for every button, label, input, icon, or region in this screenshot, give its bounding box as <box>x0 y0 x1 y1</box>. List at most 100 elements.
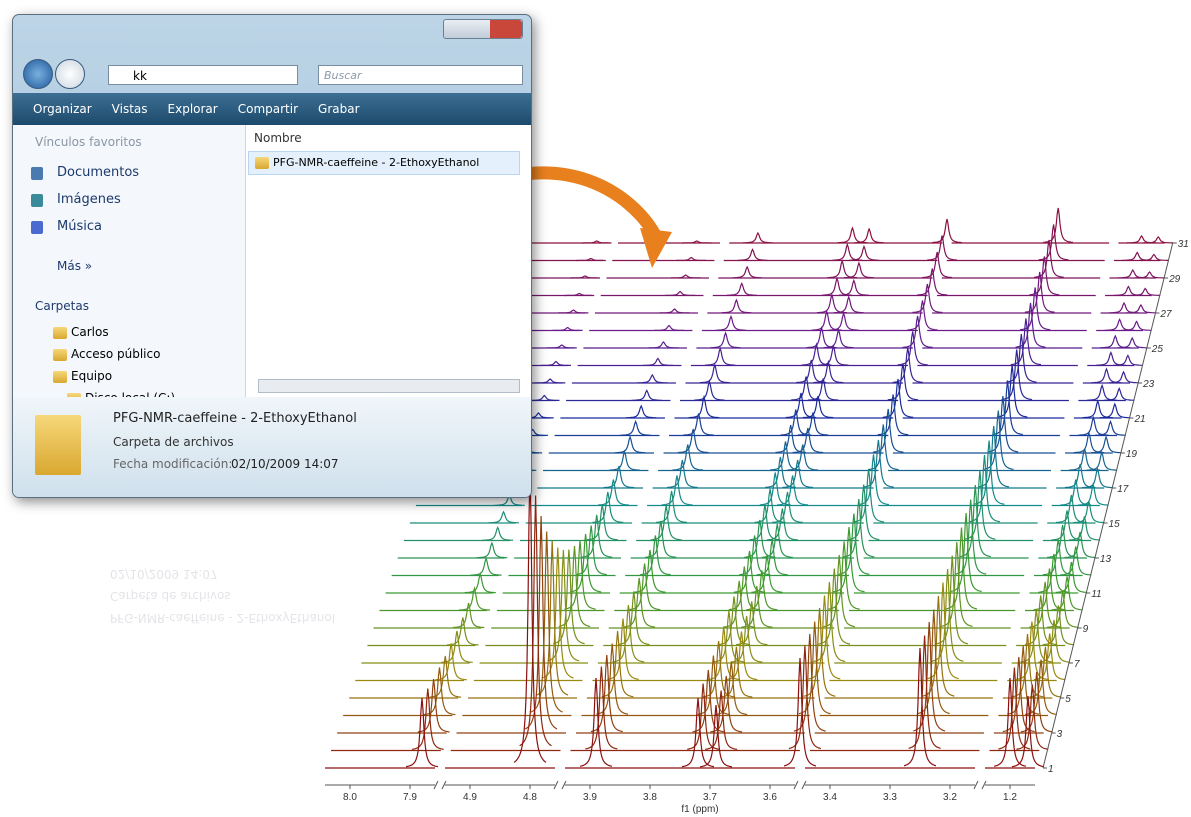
window-buttons[interactable] <box>443 19 523 39</box>
back-button[interactable] <box>23 59 53 89</box>
favorite-icon <box>31 221 43 234</box>
peak <box>887 363 919 401</box>
peak <box>996 364 1028 418</box>
peak <box>751 554 783 593</box>
peak <box>601 630 634 698</box>
peak <box>707 626 740 681</box>
peak <box>564 292 595 297</box>
file-row[interactable]: PFG-NMR-caeffeine - 2-EthoxyEthanol <box>248 151 520 175</box>
peak <box>945 527 978 610</box>
peak <box>931 568 964 662</box>
trace-tick-label: 13 <box>1100 554 1112 565</box>
reflection: PFG-NMR-caeffeine - 2-EthoxyEthanol Carp… <box>30 495 490 635</box>
peak <box>867 424 899 471</box>
peak <box>683 413 714 436</box>
peak <box>907 300 938 331</box>
peak <box>882 378 914 418</box>
favorite-link[interactable]: Imágenes <box>57 192 121 207</box>
peak <box>1121 320 1152 331</box>
peak <box>848 484 880 541</box>
folder-item[interactable]: Acceso público <box>71 347 161 361</box>
peak <box>823 554 855 628</box>
toolbar-button[interactable]: Explorar <box>167 102 218 116</box>
scrollbar[interactable] <box>258 379 520 393</box>
peak <box>1073 500 1105 524</box>
forward-button[interactable] <box>55 59 85 89</box>
folder-item[interactable]: Carlos <box>71 325 109 339</box>
favorite-link[interactable]: Documentos <box>57 165 140 180</box>
peak <box>524 515 558 730</box>
peak <box>1064 463 1096 489</box>
peak <box>1100 334 1131 349</box>
x-tick-label: 4.8 <box>523 792 537 803</box>
peak <box>964 470 996 540</box>
peak <box>838 278 869 296</box>
peak <box>902 315 933 348</box>
peak <box>547 549 580 662</box>
peak <box>1139 253 1169 261</box>
peak <box>692 669 725 733</box>
peak <box>790 376 822 401</box>
trace-tick-label: 3 <box>1057 729 1063 740</box>
toolbar-button[interactable]: Compartir <box>237 102 299 116</box>
peak <box>785 392 817 419</box>
toolbar-button[interactable]: Organizar <box>33 102 92 116</box>
peak <box>536 540 569 696</box>
peak <box>682 240 712 244</box>
peak <box>932 218 962 244</box>
peak <box>1078 415 1109 436</box>
column-header[interactable]: Nombre <box>254 131 302 145</box>
toolbar-button[interactable]: Vistas <box>111 102 148 116</box>
close-button[interactable] <box>490 20 522 38</box>
axis-break <box>793 780 807 790</box>
peak <box>411 688 444 750</box>
trace-tick-label: 23 <box>1142 379 1155 390</box>
peak <box>798 621 831 715</box>
address-text: kk <box>133 69 147 83</box>
peak <box>857 454 890 506</box>
x-axis-label: f1 (ppm) <box>681 804 718 815</box>
trace-tick-label: 5 <box>1065 694 1071 705</box>
address-bar[interactable]: kk <box>108 65 298 85</box>
more-text: Más <box>57 259 81 273</box>
peak <box>1038 553 1070 593</box>
peak <box>1016 684 1049 750</box>
peak <box>927 582 959 680</box>
peak <box>688 394 720 419</box>
peak <box>558 545 591 628</box>
peak <box>877 394 909 436</box>
x-tick-label: 3.9 <box>583 792 597 803</box>
peak <box>1042 539 1074 576</box>
peak <box>838 513 870 575</box>
peak <box>1051 576 1083 611</box>
peak <box>1029 256 1060 296</box>
peak <box>818 568 851 645</box>
peak <box>564 540 596 610</box>
peak <box>530 531 563 713</box>
toolbar: Organizar Vistas Explorar Compartir Grabar <box>13 93 531 125</box>
trace-tick-label: 9 <box>1083 624 1089 635</box>
search-box[interactable]: Buscar <box>318 65 523 85</box>
peak <box>546 344 577 349</box>
peak <box>614 435 646 454</box>
peak <box>837 226 868 244</box>
toolbar-button[interactable]: Grabar <box>318 102 360 116</box>
peak <box>1091 367 1122 384</box>
x-tick-label: 1.2 <box>1003 792 1017 803</box>
peak <box>818 344 849 366</box>
peak <box>603 465 635 489</box>
peak <box>687 683 720 750</box>
folder-item[interactable]: Equipo <box>71 369 113 383</box>
peak <box>529 394 560 401</box>
peak <box>654 324 684 331</box>
more-link[interactable]: Más » <box>57 259 93 273</box>
peak <box>1011 695 1045 768</box>
favorite-link[interactable]: Música <box>57 219 102 234</box>
trace-tick-label: 25 <box>1151 344 1164 355</box>
peak <box>598 479 629 506</box>
peak <box>982 410 1014 470</box>
peak <box>628 563 661 611</box>
peak <box>788 645 822 750</box>
peak <box>535 378 566 384</box>
